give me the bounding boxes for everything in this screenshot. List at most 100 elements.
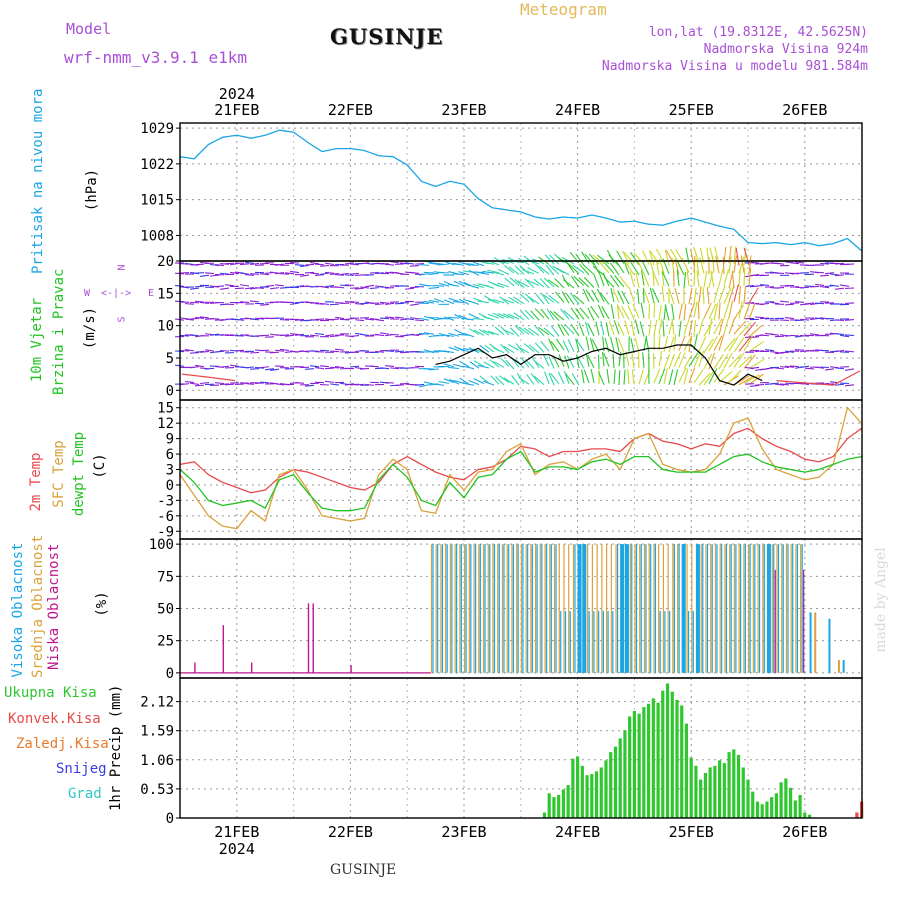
mid-cloud-bar <box>691 544 693 673</box>
wind-arrow <box>484 344 495 353</box>
wind-arrow <box>194 272 205 274</box>
wind-arrow <box>414 262 425 265</box>
total-rain-bar-54 <box>798 794 802 818</box>
wind-arrow <box>472 283 485 289</box>
wind-arrow <box>631 352 635 368</box>
wind-arrow <box>642 287 645 304</box>
wind-arrow <box>748 324 763 338</box>
model-name: wrf-nmm_v3.9.1 e1km <box>64 48 248 67</box>
wind-arrow <box>319 265 330 267</box>
wind-arrow <box>738 286 742 304</box>
wind-arrow <box>835 287 845 290</box>
wind-arrow <box>653 368 661 384</box>
wind-arrow <box>394 302 405 305</box>
wind-arrow <box>364 274 375 276</box>
precipitation-ytick-label-3: 1.59 <box>140 724 174 740</box>
wind-arrow <box>364 318 375 321</box>
wind-arrow <box>541 293 550 305</box>
wind-arrow <box>275 271 285 275</box>
mid-cloud-bar <box>445 544 447 673</box>
wind-arrow <box>468 269 480 276</box>
wind-arrow <box>405 317 415 321</box>
wind-arrow <box>482 329 495 335</box>
wind-arrow <box>636 259 645 274</box>
total-rain-bar-6 <box>571 758 575 818</box>
total-rain-bar-14 <box>609 752 613 818</box>
wind-arrow <box>194 316 205 319</box>
wind-arrow <box>643 288 650 304</box>
mid-cloud-bar <box>785 544 788 673</box>
wind-arrow <box>315 367 325 370</box>
wind-arrow <box>800 382 810 386</box>
wind-arrow <box>764 317 775 320</box>
wind-arrow <box>587 322 595 337</box>
wind-arrow <box>779 383 790 386</box>
wind-arrow <box>661 285 665 302</box>
wind-arrow <box>759 317 770 320</box>
wind-arrow <box>345 383 355 386</box>
precipitation-ytick-label-2: 1.06 <box>140 753 174 769</box>
total-rain-bar-30 <box>684 723 689 818</box>
high-cloud-bar <box>527 544 529 673</box>
wind-arrow <box>477 300 490 304</box>
wind-arrow <box>369 287 380 290</box>
wind-arrow <box>418 332 430 335</box>
wind-arrow <box>649 250 660 265</box>
wind-arrow <box>344 274 355 276</box>
wind-arrow <box>454 328 465 335</box>
wind-arrow <box>340 272 350 276</box>
wind-arrow <box>583 276 595 288</box>
wind-arrow <box>648 320 652 336</box>
total-rain-bar-1 <box>547 793 551 818</box>
wind-arrow <box>428 272 440 276</box>
wind-arrow <box>274 284 285 287</box>
total-rain-bar-28 <box>675 699 679 818</box>
wind-arrow <box>249 368 260 370</box>
wind-arrow <box>663 336 669 352</box>
chart-kind: Meteogram <box>520 0 607 19</box>
wind-arrow <box>274 349 285 352</box>
wind-arrow <box>543 327 555 337</box>
wind-arrow <box>708 336 718 352</box>
wind-arrow <box>548 294 560 304</box>
high-cloud-bar <box>721 544 723 673</box>
wind-arrow <box>438 380 450 384</box>
high-cloud-bar <box>517 544 519 673</box>
wind-arrow <box>230 271 240 275</box>
pressure-panel: 1008 1015 1022 1029 <box>140 121 863 262</box>
wind-arrow <box>389 261 400 264</box>
wind-arrow <box>718 269 724 287</box>
time-axes: 21FEB 21FEB 22FEB 22FEB 23FEB 23FEB 24FEB 24FEB… <box>214 85 827 858</box>
model-altitude: Nadmorska Visina u modelu 981.584m <box>601 59 868 74</box>
total-rain-bar-12 <box>599 767 603 818</box>
wind-arrow <box>530 310 540 321</box>
wind-arrow <box>759 302 770 305</box>
wind-arrow <box>593 274 600 288</box>
wind-arrow <box>748 267 752 286</box>
wind-arrow <box>244 274 255 276</box>
wind-arrow <box>673 352 682 368</box>
total-rain-bar-27 <box>670 691 674 818</box>
precipitation-ytick-label-0: 0 <box>166 811 174 827</box>
wind-arrow <box>523 327 535 336</box>
wind-ytick-label-3: 15 <box>157 286 174 302</box>
mid-cloud-bar <box>606 544 608 673</box>
wind-arrow <box>423 381 435 385</box>
tail-cloud-bar-0 <box>809 612 812 673</box>
wind-arrow <box>671 318 675 336</box>
wind-arrow <box>698 318 704 335</box>
mid-cloud-bar <box>615 544 617 673</box>
wind-arrow <box>454 313 465 320</box>
wind-arrow <box>507 313 520 320</box>
wind-arrow <box>458 280 470 287</box>
wind-arrow <box>641 260 650 276</box>
wind-arrow <box>275 383 285 386</box>
wind-arrow <box>748 373 764 385</box>
wind-gust-start <box>181 373 236 382</box>
wind-arrow <box>509 277 520 287</box>
low-cloud-bar <box>774 569 776 673</box>
total-rain-bar-15 <box>613 746 618 818</box>
wind-ytick-label-0: 0 <box>166 383 174 399</box>
wind-arrow <box>482 284 495 289</box>
mid-cloud-bar <box>738 544 740 673</box>
